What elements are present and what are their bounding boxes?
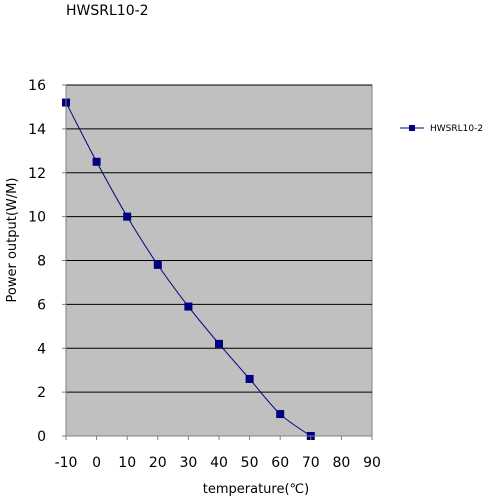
x-tick-label: 60 [271,455,289,471]
x-tick-label: -10 [55,455,78,471]
y-tick-label: 12 [28,166,46,182]
x-tick-label: 30 [179,455,197,471]
data-point [215,339,223,348]
y-tick-label: 16 [28,78,46,94]
y-tick-label: 8 [37,254,46,270]
data-point [92,157,101,166]
y-tick-label: 14 [28,122,46,138]
x-axis-label: temperature(℃) [203,482,309,497]
y-tick-label: 0 [37,429,46,445]
y-tick-label: 4 [37,341,46,357]
chart-title: HWSRL10-2 [66,3,149,19]
y-tick-label: 10 [28,210,46,226]
x-tick-label: 70 [302,455,320,471]
gridlines [66,84,372,393]
x-tick-label: 50 [241,455,259,471]
x-tick-label: 20 [149,455,167,471]
legend-label: HWSRL10-2 [430,124,483,134]
data-point [123,212,132,221]
x-tick-label: 10 [118,455,136,471]
data-point [184,302,193,311]
legend: HWSRL10-2 [400,124,483,134]
x-tick-label: 0 [92,455,101,471]
legend-marker [409,125,415,131]
y-tick-label: 2 [37,385,46,401]
y-axis-label: Power output(W/M) [5,178,20,303]
x-tick-label: 90 [363,455,381,471]
data-point [276,410,285,419]
data-point [245,374,254,383]
y-tick-label: 6 [37,297,46,313]
x-tick-label: 40 [210,455,228,471]
x-tick-label: 80 [332,455,350,471]
data-point [153,260,162,269]
